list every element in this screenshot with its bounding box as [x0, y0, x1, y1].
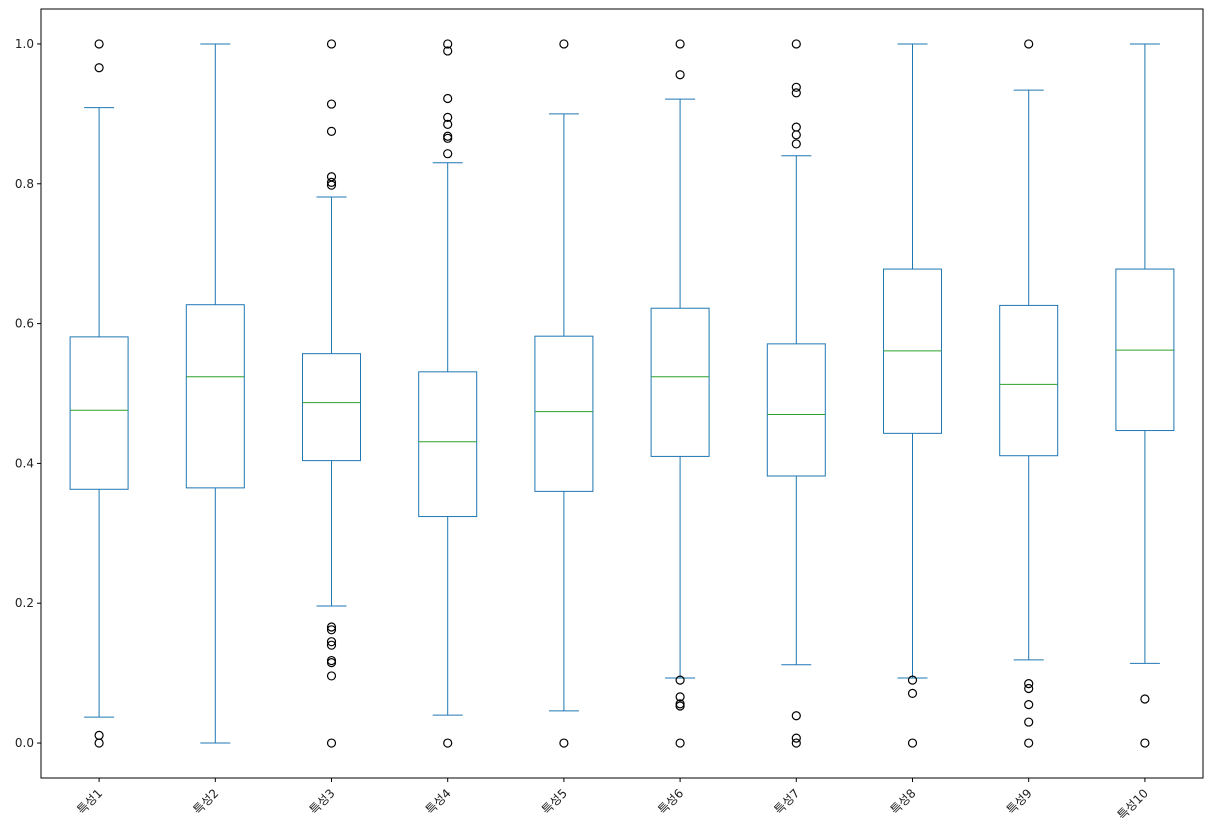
flier-point — [791, 738, 801, 748]
box-group — [185, 43, 245, 744]
flier-point — [443, 39, 453, 49]
box-group — [302, 39, 361, 748]
flier-point — [443, 133, 453, 143]
flier-point — [907, 738, 918, 748]
y-tick-label: 0.4 — [15, 456, 34, 470]
flier-point — [1140, 738, 1150, 748]
flier-point — [443, 93, 453, 104]
box-group — [650, 39, 710, 748]
box-iqr — [650, 307, 710, 457]
box-group — [1115, 43, 1175, 748]
y-tick-label: 1.0 — [15, 37, 34, 51]
x-tick-label: 특성9 — [1004, 786, 1035, 817]
flier-point — [326, 180, 337, 190]
x-tick-label: 특성6 — [655, 786, 686, 817]
flier-point — [1140, 694, 1150, 704]
box-iqr — [418, 371, 478, 518]
flier-point — [1024, 738, 1034, 748]
x-tick-label: 특성7 — [772, 786, 803, 817]
flier-point — [907, 675, 918, 685]
y-tick-label: 0.0 — [15, 736, 34, 750]
flier-point — [326, 658, 337, 668]
flier-point — [443, 46, 453, 56]
flier-point — [675, 70, 685, 80]
flier-point — [1024, 679, 1034, 689]
box-iqr — [999, 304, 1059, 457]
x-tick-label: 특성10 — [1115, 786, 1151, 822]
y-tick-label: 0.8 — [15, 177, 34, 191]
flier-point — [326, 99, 337, 109]
x-tick-label: 특성2 — [191, 786, 222, 817]
flier-point — [326, 738, 337, 748]
flier-point — [791, 139, 801, 149]
plot-frame — [40, 8, 1204, 779]
flier-point — [326, 622, 337, 632]
box-group — [766, 39, 826, 748]
flier-point — [1024, 717, 1034, 727]
flier-point — [791, 82, 801, 92]
x-tick-label: 특성1 — [74, 786, 105, 817]
flier-point — [94, 730, 104, 740]
flier-point — [675, 692, 685, 702]
flier-point — [1024, 683, 1034, 694]
flier-point — [559, 738, 569, 748]
box-iqr — [69, 336, 129, 490]
y-tick-label: 0.6 — [15, 317, 34, 331]
y-axis: 0.0 0.2 0.4 0.6 0.8 1.0 — [15, 37, 41, 750]
box-group — [69, 39, 129, 748]
flier-point — [443, 149, 453, 159]
flier-point — [94, 738, 104, 748]
x-tick-label: 특성8 — [888, 786, 919, 817]
box-iqr — [302, 353, 361, 462]
flier-point — [94, 39, 104, 49]
flier-point — [791, 733, 801, 743]
y-tick-label: 0.2 — [15, 596, 34, 610]
flier-point — [675, 675, 685, 685]
box-iqr — [766, 343, 826, 477]
flier-point — [791, 711, 801, 721]
flier-point — [326, 126, 337, 136]
flier-point — [443, 112, 453, 122]
box-group — [534, 39, 594, 748]
flier-point — [1024, 699, 1034, 710]
flier-point — [675, 39, 685, 49]
plot-area — [69, 39, 1175, 748]
flier-point — [94, 63, 104, 73]
flier-point — [791, 88, 801, 98]
flier-point — [791, 130, 801, 140]
flier-point — [791, 122, 801, 132]
flier-point — [675, 738, 685, 748]
x-tick-label: 특성5 — [539, 786, 570, 817]
flier-point — [443, 119, 453, 129]
box-iqr — [185, 304, 245, 489]
box-group — [883, 43, 942, 748]
flier-point — [559, 39, 569, 49]
flier-point — [326, 177, 337, 187]
flier-point — [907, 688, 918, 699]
flier-point — [326, 39, 337, 49]
flier-point — [443, 738, 453, 748]
box-group — [418, 39, 478, 748]
x-tick-label: 특성4 — [423, 786, 454, 817]
flier-point — [1024, 39, 1034, 49]
box-group — [999, 39, 1059, 748]
flier-point — [326, 625, 337, 635]
flier-point — [326, 637, 337, 647]
x-axis: 특성1 특성2 특성3 특성4 특성5 특성6 특성7 특성8 특성9 특성10 — [74, 778, 1151, 823]
flier-point — [326, 671, 337, 681]
flier-point — [791, 39, 801, 49]
x-tick-label: 특성3 — [307, 786, 338, 817]
flier-point — [326, 640, 337, 650]
box-iqr — [534, 335, 594, 492]
flier-point — [675, 701, 685, 711]
